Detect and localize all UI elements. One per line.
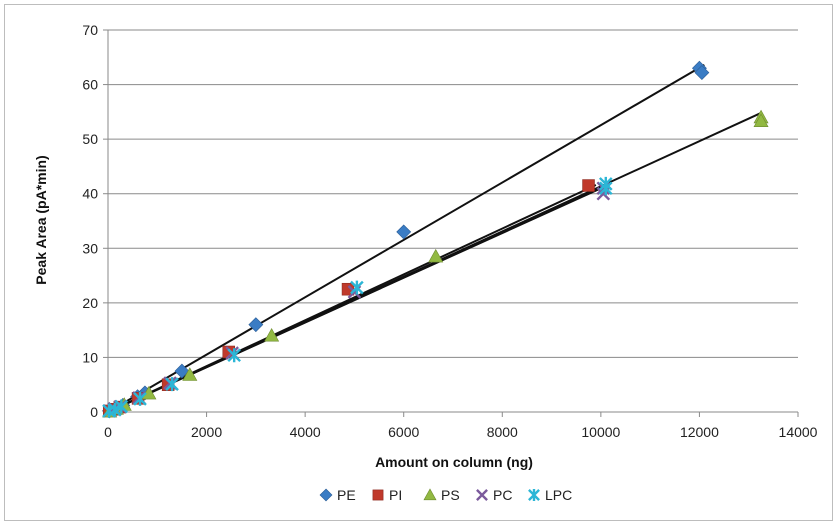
y-tick-label: 40 [82, 186, 98, 202]
x-tick-label: 12000 [680, 424, 719, 440]
data-point-ps [753, 113, 769, 128]
x-axis-title: Amount on column (ng) [375, 454, 533, 470]
tick-labels: 0 10 20 30 40 50 60 70 0 2000 4000 6000 8000 10000 120… [82, 22, 817, 440]
data-point-pe [174, 363, 190, 379]
chart-border [4, 4, 833, 521]
gridlines [108, 29, 798, 358]
y-tick-label: 70 [82, 22, 98, 38]
legend-marker-pi [372, 489, 384, 501]
y-tick-label: 10 [82, 349, 98, 365]
data-point-lpc [598, 176, 613, 191]
legend-marker-pe [319, 488, 333, 502]
x-tick-label: 2000 [191, 424, 222, 440]
y-axis-title: Peak Area (pA*min) [33, 155, 49, 284]
x-tick-label: 14000 [779, 424, 818, 440]
data-point-ps [428, 248, 444, 263]
legend-marker-ps [423, 488, 437, 501]
data-point-lpc [227, 348, 241, 363]
legend-marker-pc [476, 489, 488, 501]
data-point-pe [248, 317, 264, 333]
legend-label-pe: PE [337, 487, 356, 503]
legend-label-lpc: LPC [545, 487, 572, 503]
y-tick-label: 20 [82, 295, 98, 311]
legend: PE PI PS PC LPC [319, 487, 572, 503]
data-point-lpc [350, 280, 364, 295]
data-point-lpc [114, 399, 129, 414]
data-point-lpc [108, 402, 122, 417]
data-point-pe [396, 224, 412, 240]
x-tick-label: 10000 [581, 424, 620, 440]
data-point-pi [582, 179, 595, 192]
y-tick-label: 50 [82, 131, 98, 147]
legend-label-pc: PC [493, 487, 512, 503]
legend-label-pi: PI [389, 487, 402, 503]
axes [103, 29, 799, 417]
data-point-ps [182, 367, 198, 381]
x-tick-label: 0 [104, 424, 112, 440]
y-tick-label: 0 [90, 404, 98, 420]
x-tick-label: 8000 [487, 424, 518, 440]
x-tick-label: 4000 [290, 424, 321, 440]
legend-marker-lpc [528, 489, 540, 501]
y-tick-label: 30 [82, 240, 98, 256]
x-tick-label: 6000 [388, 424, 419, 440]
data-points [102, 60, 769, 419]
y-tick-label: 60 [82, 77, 98, 93]
data-point-pe [694, 65, 710, 80]
legend-label-ps: PS [441, 487, 460, 503]
data-point-ps [264, 327, 280, 342]
trendline-pe [107, 64, 705, 413]
data-point-lpc [165, 377, 179, 392]
data-point-lpc [133, 391, 147, 406]
